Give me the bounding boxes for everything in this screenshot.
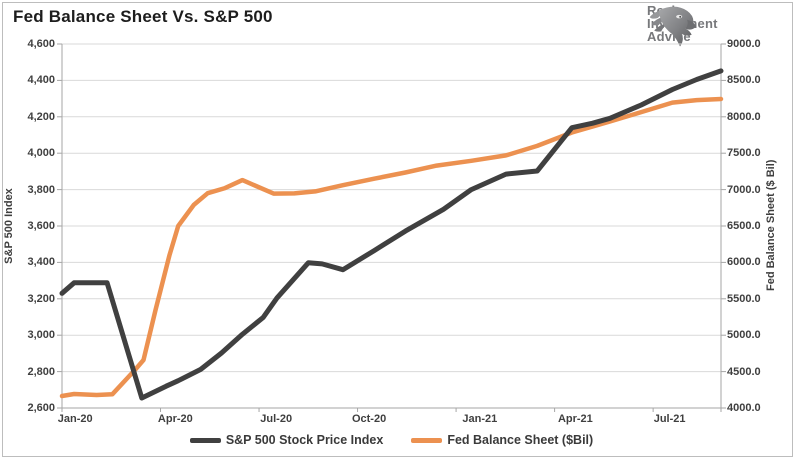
sp500-series-line	[59, 68, 724, 401]
legend-label-fed: Fed Balance Sheet ($Bil)	[447, 433, 594, 447]
left-axis-tick-label: 3,600	[27, 220, 55, 232]
right-axis-tick-label: 6000.0	[727, 256, 761, 269]
chart-title: Fed Balance Sheet Vs. S&P 500	[13, 7, 273, 26]
right-axis-tick-label: 9000.0	[727, 38, 761, 50]
left-axis-tick-label: 4,400	[27, 74, 55, 87]
right-axis-tick-label: 5500.0	[727, 292, 761, 305]
brand-logo: Real Investment Advice	[647, 4, 718, 47]
x-axis-tick-label: Jan-20	[57, 413, 93, 425]
sp500-line-swatch-icon	[189, 437, 221, 443]
left-axis-tick-label: 3,200	[27, 292, 55, 305]
legend: S&P 500 Stock Price Index Fed Balance Sh…	[62, 433, 721, 447]
left-axis-tick-label: 3,000	[27, 329, 55, 342]
legend-label-sp500: S&P 500 Stock Price Index	[225, 433, 384, 447]
x-axis-tick-label: Oct-20	[351, 413, 387, 425]
left-axis-tick-label: 3,400	[27, 256, 55, 269]
legend-item-sp500: S&P 500 Stock Price Index	[189, 433, 384, 447]
left-axis-tick-label: 2,600	[27, 402, 55, 414]
x-axis-tick-label: Jul-20	[260, 413, 293, 425]
chart-border-frame	[2, 2, 793, 457]
x-axis-tick-label: Jul-21	[653, 413, 686, 425]
x-axis-tick-label: Jan-21	[462, 413, 498, 425]
right-axis-tick-label: 7000.0	[727, 183, 761, 196]
right-axis-tick-label: 8000.0	[727, 110, 761, 123]
x-axis-tick-label: Apr-20	[157, 413, 193, 425]
legend-item-fed: Fed Balance Sheet ($Bil)	[411, 433, 593, 447]
right-axis-tick-label: 4500.0	[727, 365, 761, 378]
left-axis-tick-label: 4,600	[27, 38, 55, 50]
right-axis-tick-label: 5000.0	[727, 329, 761, 342]
right-axis-tick-label: 7500.0	[727, 147, 761, 160]
right-axis-title: Fed Balance Sheet ($ Bil)	[765, 159, 777, 291]
fed-line-swatch-icon	[411, 437, 443, 443]
right-axis-tick-label: 8500.0	[727, 74, 761, 87]
fed-balance-series-line	[59, 96, 724, 399]
right-axis-tick-label: 6500.0	[727, 220, 761, 232]
left-axis-tick-label: 2,800	[27, 365, 55, 378]
left-axis-tick-label: 4,000	[27, 147, 55, 160]
left-axis-tick-label: 3,800	[27, 183, 55, 196]
eagle-logo-icon	[649, 6, 697, 47]
left-axis-tick-label: 4,200	[27, 110, 55, 123]
right-axis-tick-label: 4000.0	[727, 402, 761, 414]
x-axis-tick-label: Apr-21	[557, 413, 593, 425]
